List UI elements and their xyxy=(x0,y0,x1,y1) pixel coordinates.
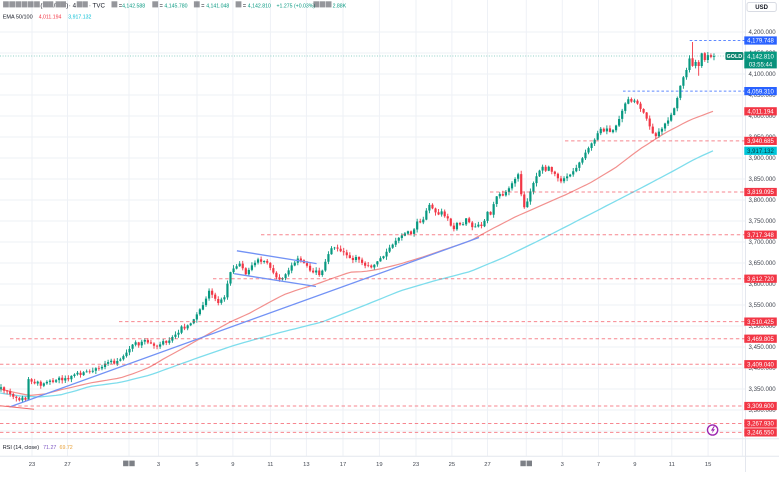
svg-text:4,011.194: 4,011.194 xyxy=(747,110,774,116)
svg-text:4,200.000: 4,200.000 xyxy=(749,29,777,36)
svg-text:· TVC: · TVC xyxy=(89,3,106,10)
svg-text:3: 3 xyxy=(561,462,564,468)
svg-text:7: 7 xyxy=(597,462,600,468)
svg-text:4,000.000: 4,000.000 xyxy=(749,113,777,120)
svg-text:03:55:44: 03:55:44 xyxy=(749,63,773,69)
svg-text:4,142.810: 4,142.810 xyxy=(747,54,774,60)
svg-text:3,600.000: 3,600.000 xyxy=(749,281,777,288)
svg-text:3,650.000: 3,650.000 xyxy=(749,260,777,267)
svg-text:27: 27 xyxy=(484,462,490,468)
svg-text:15: 15 xyxy=(705,462,711,468)
svg-text:3,409.040: 3,409.040 xyxy=(747,362,774,368)
svg-text:11: 11 xyxy=(669,462,675,468)
svg-text:4,141.048: 4,141.048 xyxy=(206,4,229,10)
svg-text:3,717.348: 3,717.348 xyxy=(747,233,774,239)
svg-text:9: 9 xyxy=(633,462,636,468)
svg-text:=: = xyxy=(160,4,164,10)
svg-text:3: 3 xyxy=(157,462,160,468)
svg-text:4,050.000: 4,050.000 xyxy=(749,92,777,99)
svg-text:=: = xyxy=(243,4,247,10)
svg-text:4,142.588: 4,142.588 xyxy=(122,4,145,10)
svg-text:3,750.000: 3,750.000 xyxy=(749,218,777,225)
svg-text:3,917.132: 3,917.132 xyxy=(747,149,774,155)
svg-text:=: = xyxy=(119,4,123,10)
svg-text:27: 27 xyxy=(64,462,70,468)
svg-text:4,011.194: 4,011.194 xyxy=(39,14,62,20)
svg-text:4,059.310: 4,059.310 xyxy=(747,89,774,95)
svg-text:3,940.685: 3,940.685 xyxy=(747,139,774,145)
svg-text:3,800.000: 3,800.000 xyxy=(749,197,777,204)
svg-text:2.88K: 2.88K xyxy=(333,4,347,10)
svg-text:3,267.930: 3,267.930 xyxy=(747,422,774,428)
svg-text:71.27: 71.27 xyxy=(43,445,56,451)
svg-text:3,400.000: 3,400.000 xyxy=(749,365,777,372)
svg-text:3,300.000: 3,300.000 xyxy=(749,407,777,414)
svg-text:3,612.720: 3,612.720 xyxy=(747,277,774,283)
svg-text:): ) xyxy=(66,3,68,10)
svg-text:3,450.000: 3,450.000 xyxy=(749,344,777,351)
svg-text:9: 9 xyxy=(231,462,234,468)
svg-text:4,179.748: 4,179.748 xyxy=(747,39,774,45)
svg-text:25: 25 xyxy=(449,462,455,468)
svg-text:3,700.000: 3,700.000 xyxy=(749,239,777,246)
svg-text:RSI (14, close): RSI (14, close) xyxy=(3,445,40,451)
svg-text:3,917.132: 3,917.132 xyxy=(68,14,91,20)
svg-text:3,850.000: 3,850.000 xyxy=(749,176,777,183)
svg-text:11: 11 xyxy=(267,462,273,468)
svg-text:(: ( xyxy=(40,3,43,10)
svg-text:+1.275 (+0.03%): +1.275 (+0.03%) xyxy=(277,4,316,10)
svg-text:4,142.810: 4,142.810 xyxy=(248,4,271,10)
svg-text:3,309.600: 3,309.600 xyxy=(747,404,774,410)
svg-text:23: 23 xyxy=(29,462,35,468)
svg-text:4,100.000: 4,100.000 xyxy=(749,71,777,78)
svg-text:5: 5 xyxy=(195,462,198,468)
svg-text:3,469.805: 3,469.805 xyxy=(747,337,774,343)
svg-text:3,819.095: 3,819.095 xyxy=(747,190,774,196)
svg-text:69.72: 69.72 xyxy=(60,445,73,451)
svg-text:USD: USD xyxy=(755,5,768,11)
svg-text:· 4: · 4 xyxy=(69,3,77,10)
svg-text:3,500.000: 3,500.000 xyxy=(749,323,777,330)
svg-text:3,246.550: 3,246.550 xyxy=(747,431,774,437)
svg-text:GOLD: GOLD xyxy=(727,54,743,60)
svg-text:23: 23 xyxy=(413,462,419,468)
svg-text:4,145.780: 4,145.780 xyxy=(164,4,187,10)
svg-text:/: / xyxy=(54,3,56,10)
svg-text:=: = xyxy=(201,4,205,10)
svg-text:3,350.000: 3,350.000 xyxy=(749,386,777,393)
svg-text:19: 19 xyxy=(376,462,382,468)
svg-text:3,900.000: 3,900.000 xyxy=(749,155,777,162)
svg-text:13: 13 xyxy=(303,462,309,468)
svg-text:3,550.000: 3,550.000 xyxy=(749,302,777,309)
svg-text:3,510.425: 3,510.425 xyxy=(747,320,774,326)
svg-text:17: 17 xyxy=(340,462,346,468)
svg-text:EMA 50/100: EMA 50/100 xyxy=(3,14,33,20)
